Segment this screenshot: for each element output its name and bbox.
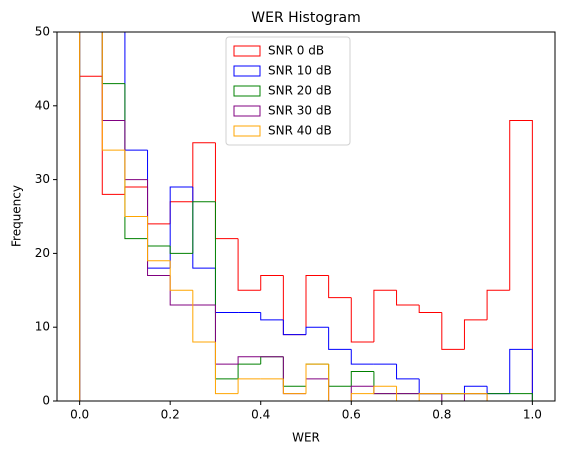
histogram-step: [396, 290, 420, 306]
y-axis-label: Frequency: [10, 185, 24, 247]
x-tick-label: 0.2: [161, 408, 180, 422]
histogram-step: [509, 348, 533, 401]
histogram-step: [282, 378, 306, 395]
histogram-step: [147, 179, 171, 277]
histogram-step: [418, 393, 442, 401]
histogram-step: [486, 393, 510, 401]
chart-title: WER Histogram: [251, 10, 361, 26]
x-tick-label: 0.8: [432, 408, 451, 422]
y-tick-label: 30: [35, 172, 50, 186]
x-tick-label: 0.4: [251, 408, 270, 422]
histogram-step: [192, 142, 216, 202]
histogram-step: [305, 275, 329, 335]
histogram-step: [350, 297, 374, 343]
histogram-step: [237, 378, 261, 394]
legend-box: [225, 36, 351, 146]
y-tick-label: 10: [35, 320, 50, 334]
histogram-step: [237, 356, 261, 365]
histogram-step: [305, 326, 329, 335]
legend-swatch: [233, 125, 261, 137]
histogram-step: [192, 290, 216, 343]
histogram-step: [441, 312, 465, 350]
histogram-step: [373, 289, 397, 342]
histogram-step: [214, 341, 239, 395]
x-axis-label: WER: [292, 431, 320, 445]
histogram-step: [237, 238, 261, 291]
histogram-step: [350, 349, 374, 365]
x-tick-label: 0.6: [342, 408, 361, 422]
legend-swatch: [233, 85, 261, 97]
histogram-step: [79, 32, 81, 401]
histogram-step: [305, 363, 329, 394]
histogram-step: [441, 393, 465, 401]
legend-label: SNR 20 dB: [268, 84, 332, 98]
legend-label: SNR 0 dB: [268, 44, 324, 58]
histogram-step: [418, 305, 442, 313]
histogram-step: [328, 327, 352, 350]
histogram-step: [463, 385, 488, 394]
histogram-step: [260, 275, 284, 291]
legend-swatch: [233, 65, 261, 77]
histogram-step: [147, 216, 171, 262]
y-tick-label: 40: [35, 98, 50, 112]
histogram-step: [350, 393, 374, 401]
histogram-step: [101, 32, 125, 151]
legend-label: SNR 30 dB: [268, 104, 332, 118]
x-tick-label: 1.0: [523, 408, 542, 422]
x-tick-label: 0.0: [70, 408, 89, 422]
histogram-step: [169, 246, 193, 254]
histogram-step: [463, 319, 488, 350]
histogram-step: [509, 393, 533, 401]
histogram-step: [509, 120, 533, 401]
histogram-step: [328, 364, 352, 401]
histogram-step: [328, 275, 352, 299]
histogram-step: [350, 370, 374, 387]
histogram-step: [282, 319, 306, 336]
histogram-step: [192, 201, 216, 254]
histogram-step: [486, 289, 510, 320]
legend-swatch: [233, 105, 261, 117]
histogram-step: [260, 312, 284, 321]
legend-label: SNR 10 dB: [268, 64, 332, 78]
y-tick-label: 20: [35, 246, 50, 260]
histogram-step: [396, 364, 420, 380]
y-tick-label: 50: [35, 25, 50, 39]
histogram-step: [373, 385, 397, 394]
y-tick-label: 0: [42, 394, 50, 408]
histogram-step: [124, 150, 148, 217]
histogram-step: [396, 386, 420, 401]
plot-area: [79, 32, 533, 401]
legend-swatch: [233, 45, 261, 57]
legend-label: SNR 40 dB: [268, 124, 332, 138]
histogram-step: [169, 260, 193, 291]
histogram-step: [169, 186, 193, 269]
plot-frame: [56, 31, 556, 402]
